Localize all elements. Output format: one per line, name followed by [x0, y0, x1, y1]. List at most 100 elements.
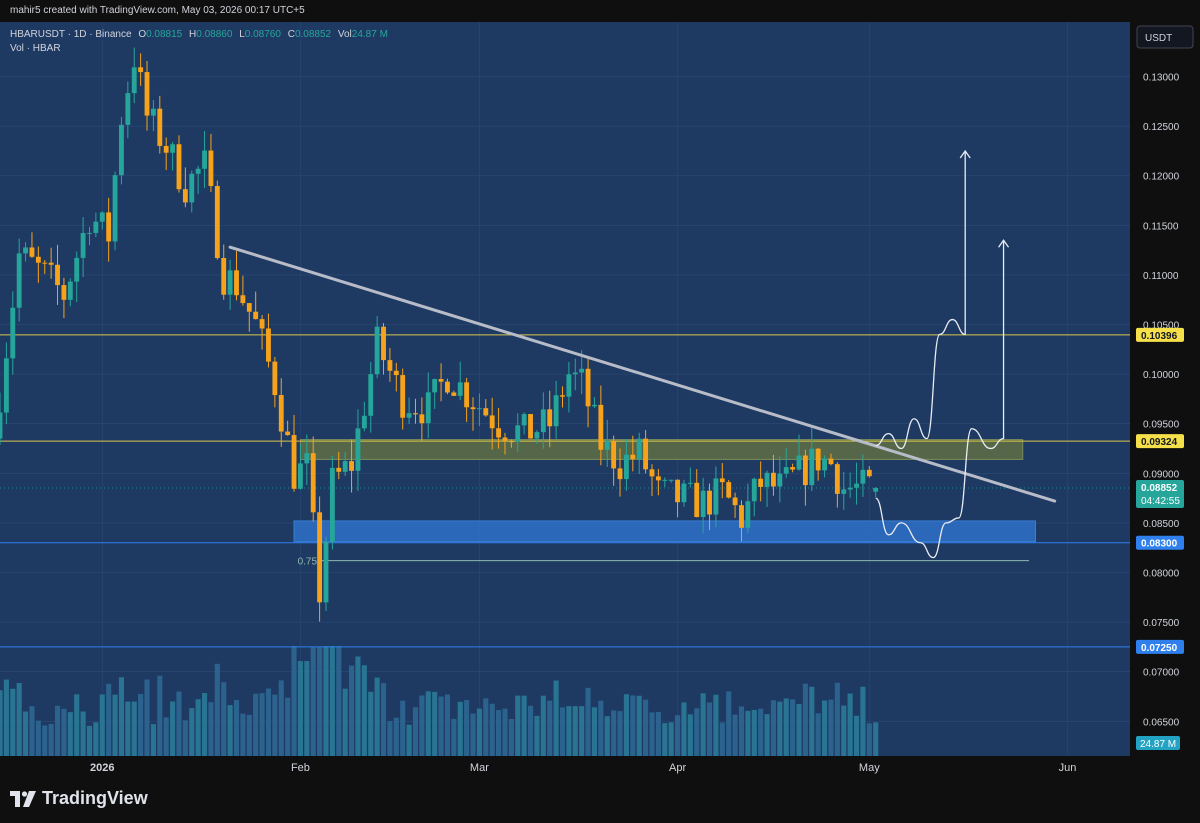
zones: [293, 439, 1037, 543]
volume-bar: [738, 706, 745, 756]
candle-body: [272, 361, 278, 396]
level-price-label: 0.09324: [1141, 437, 1178, 448]
volume-bar: [815, 713, 821, 756]
candle-body: [182, 189, 188, 203]
x-tick-label: Feb: [291, 762, 310, 774]
candle-body: [592, 404, 597, 407]
drawings: [228, 149, 1057, 559]
candle-body: [291, 435, 297, 489]
candle-body: [758, 478, 764, 487]
volume-badge: [1136, 736, 1180, 750]
candle-body: [528, 414, 533, 439]
volume-bar: [355, 656, 361, 756]
volume-bar: [847, 693, 853, 756]
volume-bar: [329, 646, 335, 756]
candle-body: [246, 303, 252, 312]
candle-body: [809, 448, 815, 486]
volume-bar: [598, 700, 604, 756]
candle-body: [323, 541, 329, 603]
volume-bar: [828, 699, 834, 756]
volume-label: Vol: [338, 29, 352, 40]
volume-bar: [42, 725, 48, 756]
currency-button[interactable]: USDT: [1136, 25, 1194, 49]
candle-body: [374, 326, 380, 375]
currency-button-bg[interactable]: [1136, 25, 1194, 49]
volume-bar: [732, 714, 738, 756]
candle-body: [560, 395, 565, 397]
candle-body: [668, 479, 674, 481]
volume-bar: [368, 691, 374, 756]
candle-body: [80, 232, 86, 258]
arrow-head-icon: [998, 239, 1010, 248]
chart-pane[interactable]: [0, 22, 1130, 756]
currency-button-label[interactable]: USDT: [1145, 33, 1172, 44]
candle-body: [381, 326, 386, 361]
close-label: C: [288, 29, 295, 40]
level-price-badge: [1136, 434, 1184, 449]
volume-bar: [240, 713, 246, 756]
volume-bar: [265, 688, 272, 756]
candle-body: [55, 264, 60, 286]
volume-bar: [834, 682, 840, 756]
x-tick-label: Apr: [669, 762, 686, 774]
ohlc-legend: HBARUSDT · 1D · Binance O0.08815 H0.0886…: [10, 29, 388, 54]
volume-bar: [54, 705, 61, 756]
volume-bar: [99, 694, 105, 756]
price-axis[interactable]: [1130, 22, 1200, 778]
candle-body: [745, 501, 751, 528]
volume-bar: [521, 695, 527, 756]
candle-body: [214, 186, 220, 258]
candle-body: [278, 395, 284, 432]
candle-body: [304, 453, 310, 464]
y-tick-label: 0.08000: [1143, 569, 1180, 580]
candle-body: [400, 375, 406, 418]
time-axis[interactable]: [0, 756, 1130, 778]
candle-body: [521, 414, 527, 426]
candle-body: [771, 472, 776, 487]
candle-body: [74, 257, 80, 282]
candle-body: [764, 472, 770, 487]
candle-body: [87, 232, 92, 234]
volume-bar: [163, 717, 169, 756]
candle-body: [834, 464, 840, 494]
volume-bar: [527, 705, 534, 756]
candle-body: [713, 478, 719, 515]
candle-body: [393, 370, 399, 376]
volume-bar: [93, 722, 99, 756]
candle-body: [227, 270, 233, 295]
volume-bar: [118, 677, 125, 756]
candle-body: [802, 455, 808, 486]
volume-bar: [419, 695, 425, 756]
candle-body: [317, 512, 323, 603]
volume-bar: [195, 699, 201, 756]
volume-bar: [438, 696, 444, 756]
volume-bar: [35, 720, 41, 756]
axis-labels: 0.13000 0.12500 0.12000 0.11500 0.11000 0.105…: [90, 73, 1184, 774]
volume-bar: [611, 710, 617, 756]
candle-body: [796, 455, 802, 470]
volume-bar: [336, 646, 342, 756]
candle-body: [828, 458, 834, 465]
candle-body: [259, 319, 265, 329]
volume-bar: [80, 711, 86, 756]
candle-body: [93, 221, 99, 233]
volume-bar: [342, 688, 348, 756]
volume-bar: [208, 702, 214, 756]
volume-bar: [125, 701, 131, 756]
current-price-badge: [1136, 479, 1184, 508]
price-chart[interactable]: 0.75 0.13000 0.12500 0.12000 0.11500 0.11000…: [0, 22, 1200, 778]
tradingview-logo[interactable]: TradingView: [10, 788, 148, 809]
high-label: H: [189, 29, 196, 40]
volume-bar: [822, 700, 828, 756]
volume-bar: [464, 699, 470, 756]
volume-bar: [751, 709, 757, 756]
volume-bar: [406, 724, 412, 756]
candle-body: [553, 395, 559, 427]
candle-body: [585, 368, 591, 407]
volume-bar: [214, 663, 220, 756]
candle-body: [16, 253, 22, 308]
volume-bar: [176, 691, 182, 756]
volume-bar: [745, 710, 751, 756]
volume-bar: [770, 700, 776, 756]
x-tick-label: Jun: [1059, 762, 1077, 774]
